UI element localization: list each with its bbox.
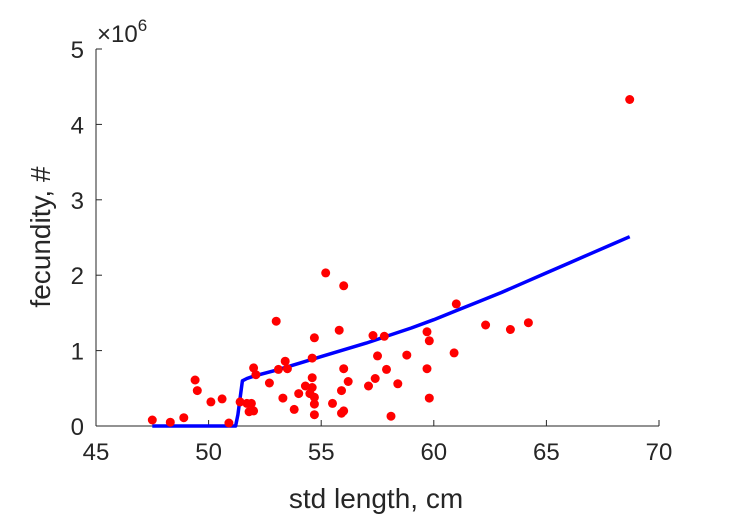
data-point: [309, 333, 319, 343]
data-point: [271, 316, 281, 326]
data-point: [147, 415, 157, 425]
data-point: [235, 397, 245, 407]
y-axis-multiplier-exponent: 6: [138, 16, 147, 35]
data-point: [339, 406, 349, 416]
plot-area: [147, 95, 635, 428]
data-point: [449, 348, 459, 358]
data-point: [251, 370, 261, 380]
data-point: [289, 404, 299, 414]
data-point: [373, 351, 382, 361]
data-point: [424, 393, 434, 403]
fitted-curve: [152, 235, 631, 428]
data-point: [364, 381, 373, 391]
data-point: [217, 394, 227, 404]
data-point: [307, 373, 317, 383]
y-axis-title: fecundity, #: [25, 166, 56, 308]
x-tick-label: 70: [646, 439, 673, 466]
data-point: [249, 363, 259, 373]
data-point: [278, 393, 288, 403]
y-tick-label: 1: [71, 339, 84, 366]
data-point: [307, 383, 317, 392]
y-tick-label: 0: [71, 414, 84, 441]
y-tick-label: 2: [71, 263, 84, 290]
data-point: [393, 379, 403, 389]
data-point: [451, 299, 461, 309]
data-point: [309, 392, 319, 402]
data-point: [282, 364, 292, 374]
data-point: [224, 418, 234, 428]
data-point: [382, 364, 391, 374]
x-tick-label: 55: [308, 439, 335, 466]
x-tick-label: 50: [195, 439, 222, 466]
data-point: [309, 410, 319, 420]
data-point: [334, 325, 344, 335]
data-point: [481, 320, 491, 330]
data-point: [307, 353, 317, 363]
y-tick-label: 5: [71, 37, 84, 64]
data-point: [370, 374, 380, 383]
y-tick-label: 4: [71, 112, 84, 139]
y-axis-multiplier-base: ×10: [97, 21, 138, 48]
data-point: [192, 386, 202, 396]
data-point: [294, 389, 304, 399]
data-point: [206, 397, 216, 407]
data-point: [300, 381, 310, 391]
data-point: [422, 364, 432, 374]
data-point: [246, 398, 256, 408]
data-point: [309, 399, 319, 409]
data-point: [321, 268, 331, 278]
data-point: [249, 406, 259, 416]
data-point: [190, 375, 200, 385]
data-point: [273, 364, 283, 374]
data-point: [505, 325, 515, 334]
y-axis-multiplier: ×106: [97, 16, 147, 48]
data-point: [328, 398, 337, 408]
data-point: [424, 336, 434, 346]
x-tick-label: 65: [533, 439, 560, 466]
data-point: [368, 331, 378, 340]
data-point: [179, 413, 189, 423]
data-point: [264, 378, 274, 388]
y-tick-label: 3: [71, 188, 84, 215]
data-point: [343, 377, 353, 386]
data-point: [402, 350, 412, 360]
data-point: [386, 411, 396, 421]
x-tick-label: 60: [420, 439, 447, 466]
data-point: [165, 417, 175, 427]
data-point: [625, 95, 635, 104]
data-point: [379, 331, 389, 341]
data-point: [280, 356, 290, 366]
data-point: [422, 327, 432, 337]
x-tick-label: 45: [83, 439, 110, 466]
data-point: [337, 386, 346, 396]
x-axis-title: std length, cm: [289, 483, 463, 514]
data-point: [339, 281, 349, 291]
data-point: [523, 318, 533, 328]
data-point: [339, 364, 349, 374]
